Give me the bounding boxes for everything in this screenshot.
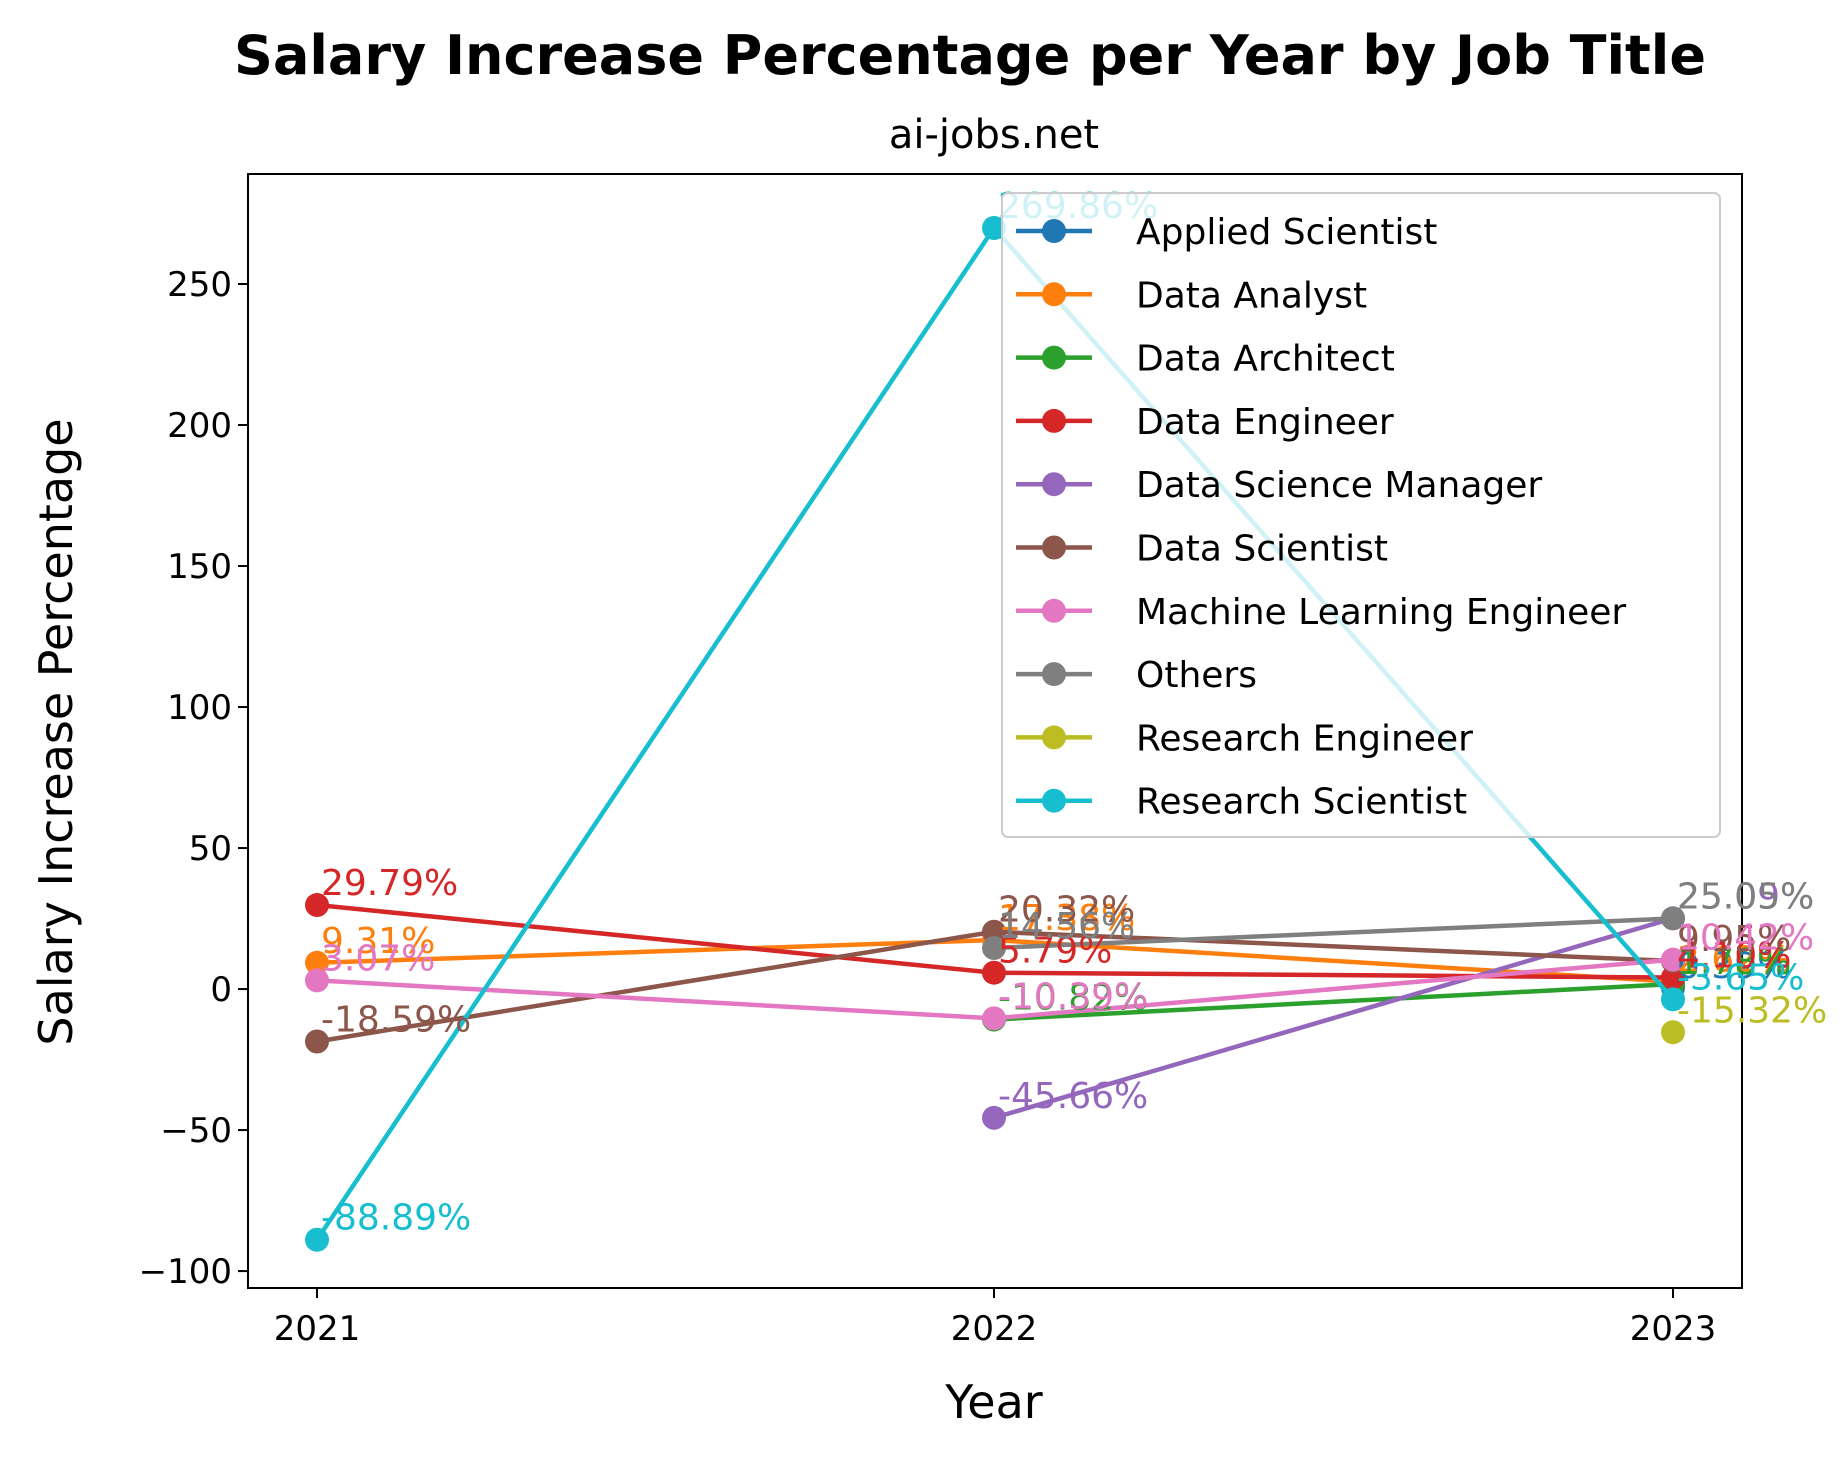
data-point xyxy=(305,968,329,993)
legend-label: Applied Scientist xyxy=(1136,212,1437,253)
data-point xyxy=(982,960,1006,985)
y-tick-label: 0 xyxy=(210,970,232,1010)
axes: −100 −50 0 50 100 150 200 250 2021 2022 2023 xyxy=(139,173,1743,1349)
data-label: 3.07% xyxy=(321,938,435,979)
y-tick-label: 200 xyxy=(167,406,232,446)
legend-label: Data Analyst xyxy=(1136,275,1367,316)
data-label: 29.79% xyxy=(321,863,458,904)
legend-marker xyxy=(1042,282,1066,307)
series-layer xyxy=(305,215,1685,1252)
x-tick-label: 2021 xyxy=(274,1309,361,1349)
data-label: -88.89% xyxy=(321,1198,471,1239)
series-machine-learning-engineer xyxy=(305,947,1685,1031)
data-label: 14.56% xyxy=(998,906,1135,947)
x-axis-label: Year xyxy=(944,1375,1042,1429)
data-point xyxy=(305,950,329,975)
legend-marker xyxy=(1042,472,1066,497)
data-label: -45.66% xyxy=(998,1076,1148,1117)
chart-title: Salary Increase Percentage per Year by J… xyxy=(234,24,1706,87)
data-point xyxy=(1661,906,1685,931)
data-label: 2.62% xyxy=(1677,940,1791,981)
legend-item-research-engineer: Research Engineer xyxy=(1016,718,1473,759)
data-label: -15.32% xyxy=(1677,990,1827,1031)
data-point xyxy=(1661,1020,1685,1045)
chart-subtitle: ai-jobs.net xyxy=(889,112,1099,158)
legend-label: Data Engineer xyxy=(1136,402,1394,443)
data-label: 9.31% xyxy=(321,921,435,962)
series-line xyxy=(993,981,1674,1022)
y-tick-label: −50 xyxy=(160,1111,232,1151)
legend-label: Research Engineer xyxy=(1136,718,1473,759)
legend-marker xyxy=(1042,535,1066,560)
data-labels: 0.39% 9.31% 17.38% 2.62% -10.82% 1.78% 29.79% 5… xyxy=(321,186,1827,1239)
legend-item-data-architect: Data Architect xyxy=(1016,339,1395,380)
legend-item-data-analyst: Data Analyst xyxy=(1016,275,1367,316)
data-point xyxy=(982,935,1006,960)
y-tick-label: 50 xyxy=(189,829,232,869)
x-tick-label: 2023 xyxy=(1630,1309,1717,1349)
legend-marker xyxy=(1042,598,1066,623)
legend-marker xyxy=(1042,408,1066,433)
legend-label: Machine Learning Engineer xyxy=(1136,592,1626,633)
data-label: 20.32% xyxy=(998,890,1135,931)
data-label: 25.05% xyxy=(1677,876,1814,917)
data-point xyxy=(305,1029,329,1054)
series-research-engineer xyxy=(1661,1020,1685,1045)
legend-box xyxy=(1001,192,1721,838)
data-point xyxy=(1661,947,1685,972)
series-others xyxy=(982,906,1685,960)
data-point xyxy=(305,1227,329,1252)
legend-item-data-scientist: Data Scientist xyxy=(1016,529,1388,570)
data-label: -10.39% xyxy=(998,976,1148,1017)
y-tick-label: 150 xyxy=(167,547,232,587)
data-point xyxy=(1661,965,1685,990)
data-point xyxy=(1661,987,1685,1012)
data-label: -10.82% xyxy=(998,978,1148,1019)
y-axis-label: Salary Increase Percentage xyxy=(29,418,83,1045)
legend-marker xyxy=(1042,219,1066,243)
data-label: 1.78% xyxy=(1677,942,1791,983)
y-tick-label: 100 xyxy=(167,688,232,728)
data-point xyxy=(982,1105,1006,1130)
data-label: 10.42% xyxy=(1677,918,1814,959)
data-label: 17.38% xyxy=(998,898,1135,939)
data-label: 4.10% xyxy=(1677,935,1791,976)
data-label: 5.79% xyxy=(998,931,1112,972)
legend-item-applied-scientist: Applied Scientist xyxy=(1016,212,1437,253)
y-tick-label: 250 xyxy=(167,265,232,305)
legend-item-data-science-manager: Data Science Manager xyxy=(1016,465,1542,506)
data-label: 0.39% xyxy=(1677,946,1791,987)
data-label: 25.09% xyxy=(1677,876,1814,917)
series-data-engineer xyxy=(305,893,1685,990)
legend-marker xyxy=(1042,725,1066,750)
legend-label: Data Architect xyxy=(1136,339,1395,380)
legend-marker xyxy=(1042,345,1066,370)
legend-item-machine-learning-engineer: Machine Learning Engineer xyxy=(1016,592,1626,633)
data-point xyxy=(305,893,329,918)
legend-item-research-scientist: Research Scientist xyxy=(1016,782,1467,823)
legend-marker xyxy=(1042,788,1066,813)
series-line xyxy=(993,916,1674,951)
legend-label: Data Science Manager xyxy=(1136,465,1542,506)
data-point xyxy=(982,1006,1006,1031)
legend-label: Others xyxy=(1136,655,1257,696)
data-label: -18.59% xyxy=(321,999,471,1040)
series-line xyxy=(993,916,1674,1120)
data-label: -3.65% xyxy=(1677,957,1804,998)
data-label: 9.95% xyxy=(1677,919,1791,960)
legend-label: Research Scientist xyxy=(1136,782,1467,823)
y-tick-label: −100 xyxy=(139,1252,232,1292)
legend: Applied Scientist Data Analyst Data Archit… xyxy=(1001,192,1721,838)
legend-marker xyxy=(1042,662,1066,687)
legend-item-others: Others xyxy=(1016,655,1257,696)
x-tick-label: 2022 xyxy=(951,1309,1038,1349)
legend-label: Data Scientist xyxy=(1136,529,1388,570)
legend-item-data-engineer: Data Engineer xyxy=(1016,402,1394,443)
data-point xyxy=(982,215,1006,240)
